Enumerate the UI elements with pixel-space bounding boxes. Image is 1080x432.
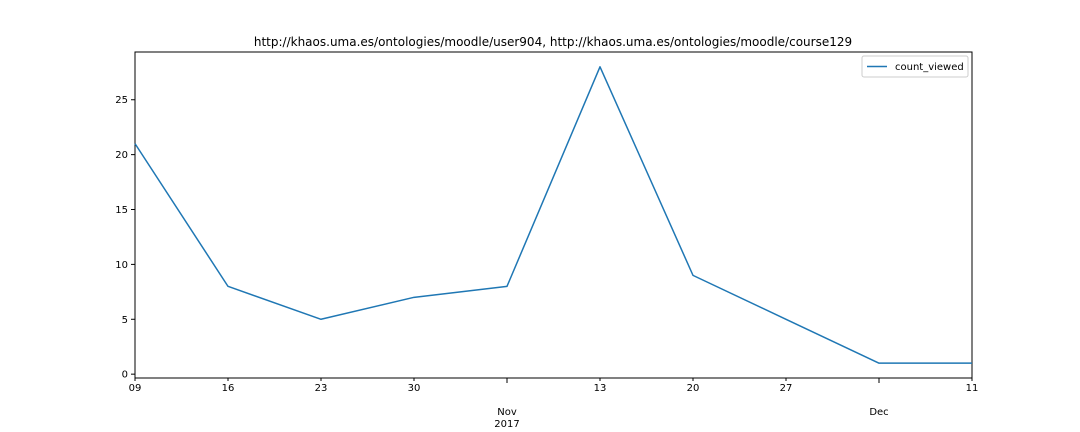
x-tick-label: 27 xyxy=(780,383,793,394)
x-major-tick-sublabel: 2017 xyxy=(494,419,519,430)
legend: count_viewed xyxy=(861,55,969,78)
y-tick-label: 15 xyxy=(115,205,128,216)
x-tick-label: 16 xyxy=(222,383,235,394)
y-tick-label: 10 xyxy=(115,260,128,271)
x-tick-label: 20 xyxy=(687,383,700,394)
x-major-tick-label: Nov xyxy=(497,407,517,418)
series-line-count_viewed xyxy=(134,66,972,364)
chart-title: http://khaos.uma.es/ontologies/moodle/us… xyxy=(254,35,852,49)
legend-box xyxy=(861,55,969,78)
x-tick-label: 23 xyxy=(315,383,328,394)
plot-frame xyxy=(134,51,973,379)
y-tick-label: 5 xyxy=(122,315,128,326)
plot-area xyxy=(134,66,973,364)
y-tick-label: 0 xyxy=(122,370,128,381)
x-tick-label: 30 xyxy=(408,383,421,394)
legend-label: count_viewed xyxy=(895,62,964,73)
x-tick-label: 09 xyxy=(129,383,142,394)
x-tick-label: 11 xyxy=(966,383,979,394)
y-tick-label: 25 xyxy=(115,95,128,106)
y-tick-label: 20 xyxy=(115,150,128,161)
x-major-tick-label: Dec xyxy=(869,407,888,418)
x-tick-label: 13 xyxy=(594,383,607,394)
